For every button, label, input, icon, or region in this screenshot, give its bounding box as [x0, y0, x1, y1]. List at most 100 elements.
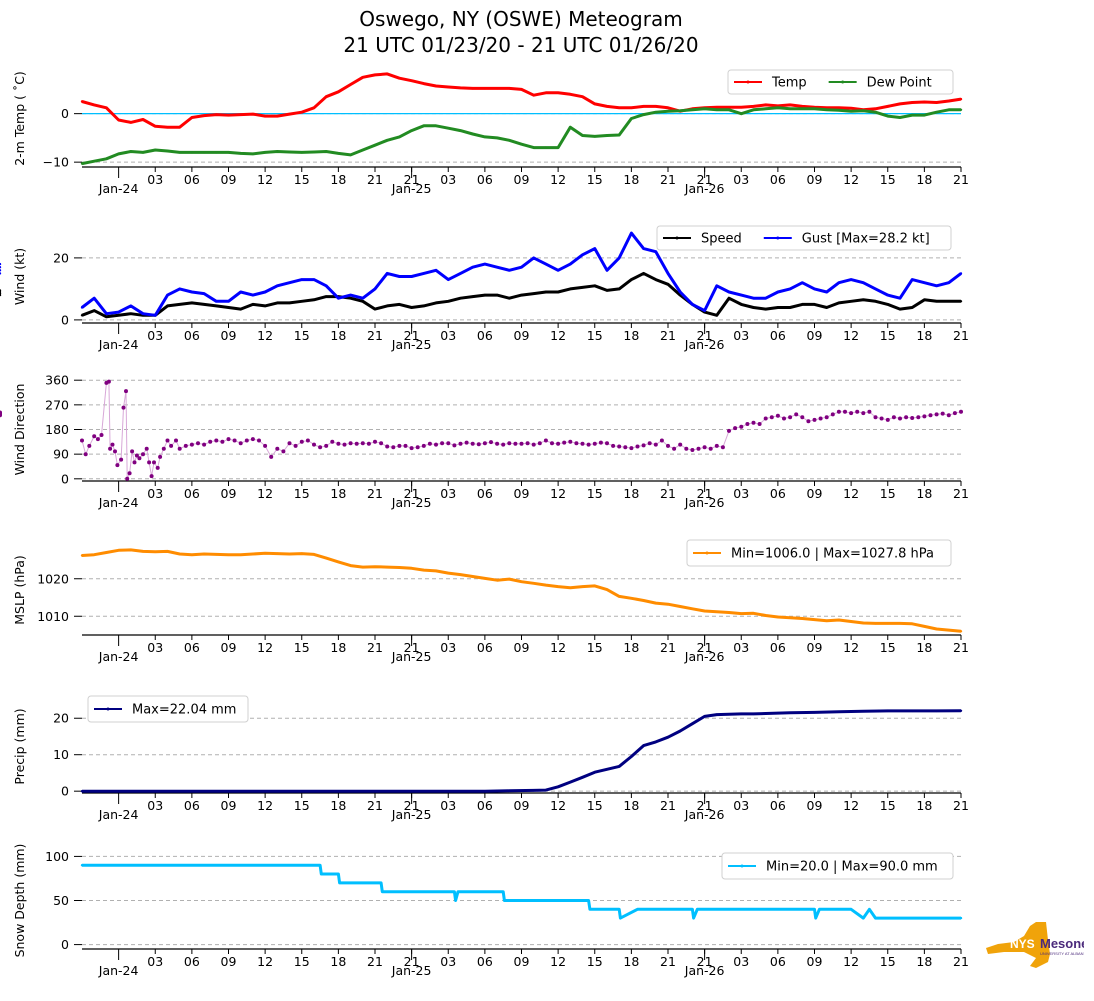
- x-tick-label: 03: [733, 798, 749, 813]
- data-point: [325, 284, 328, 287]
- y-axis-label: 2-m Temp ( ˚C): [12, 71, 27, 166]
- data-point: [471, 575, 474, 578]
- data-point: [801, 281, 804, 284]
- data-point: [544, 290, 548, 294]
- data-point: [666, 736, 670, 739]
- data-point: [129, 304, 132, 308]
- data-point: [166, 304, 169, 308]
- wind-direction-point: [92, 434, 97, 439]
- data-point: [886, 105, 889, 108]
- x-tick-label: 03: [147, 486, 163, 501]
- x-tick-label: 03: [147, 328, 163, 343]
- wind-direction-point: [641, 443, 646, 448]
- wind-direction-point: [678, 442, 683, 447]
- data-point: [788, 711, 792, 714]
- x-tick-label: 15: [880, 954, 896, 969]
- data-point: [178, 303, 181, 306]
- wind-direction-point: [733, 426, 738, 431]
- x-day-label: Jan-26: [684, 495, 725, 510]
- data-point: [947, 628, 950, 632]
- x-day-label: Jan-24: [98, 649, 139, 664]
- wind-direction-point: [861, 411, 866, 416]
- wind-direction-point: [708, 446, 713, 451]
- legend-label: Speed: [701, 232, 742, 247]
- data-point: [141, 550, 145, 553]
- data-point: [166, 126, 169, 129]
- data-point: [154, 550, 157, 553]
- data-point: [532, 292, 535, 295]
- data-point: [544, 583, 548, 587]
- data-point: [715, 610, 718, 613]
- y-tick-label: 100: [45, 849, 69, 864]
- data-point: [80, 790, 84, 793]
- data-point: [849, 300, 853, 303]
- data-point: [886, 622, 889, 625]
- data-point: [569, 287, 572, 291]
- wind-direction-point: [130, 449, 135, 454]
- x-tick-label: 03: [733, 640, 749, 655]
- wind-direction-point: [158, 454, 163, 459]
- x-tick-label: 15: [587, 486, 603, 501]
- legend-box: [656, 225, 952, 251]
- wind-direction-point: [910, 416, 915, 420]
- x-tick-label: 18: [330, 172, 346, 187]
- data-point: [373, 144, 377, 147]
- x-tick-label: 12: [843, 954, 859, 969]
- wind-direction-point: [305, 438, 310, 443]
- data-point: [325, 95, 328, 98]
- data-point: [337, 297, 340, 300]
- data-point: [556, 290, 560, 294]
- wind-direction-point: [653, 442, 658, 447]
- wind-direction-point: [330, 439, 335, 444]
- x-tick-label: 21: [660, 640, 676, 655]
- data-point: [337, 872, 340, 876]
- x-tick-label: 06: [477, 798, 493, 813]
- data-point: [715, 314, 718, 317]
- y-axis-label: MSLP (hPa): [12, 555, 27, 625]
- data-point: [935, 300, 938, 303]
- data-point: [801, 107, 804, 111]
- series-connector: [81, 380, 962, 479]
- x-tick-label: 03: [147, 954, 163, 969]
- x-day-label: Jan-26: [684, 807, 725, 822]
- data-point: [117, 310, 120, 314]
- x-tick-label: 03: [733, 328, 749, 343]
- data-point: [129, 121, 132, 124]
- data-point: [202, 292, 206, 295]
- data-point: [129, 548, 132, 552]
- x-day-label: Jan-24: [98, 181, 139, 196]
- x-tick-label: 09: [514, 798, 530, 813]
- wind-direction-point: [812, 417, 817, 422]
- x-tick-label: 03: [440, 640, 456, 655]
- x-day-label: Jan-24: [98, 963, 139, 978]
- x-tick-label: 18: [330, 954, 346, 969]
- data-point: [202, 151, 206, 154]
- x-tick-label: 06: [770, 486, 786, 501]
- wind-direction-point: [250, 437, 255, 442]
- data-point: [764, 107, 767, 111]
- wind-direction-point: [354, 441, 359, 446]
- x-tick-label: 18: [916, 172, 932, 187]
- x-tick-label: 03: [733, 954, 749, 969]
- data-point: [495, 266, 499, 269]
- wind-direction-point: [189, 442, 194, 447]
- wind-direction-point: [134, 453, 139, 458]
- data-point: [703, 908, 706, 911]
- x-tick-label: 12: [550, 954, 566, 969]
- data-point: [666, 106, 670, 110]
- x-tick-label: 06: [184, 954, 200, 969]
- x-tick-label: 15: [587, 798, 603, 813]
- data-point: [471, 132, 474, 136]
- wind-direction-point: [702, 445, 707, 450]
- data-point: [788, 616, 792, 619]
- data-point: [239, 307, 242, 311]
- x-tick-label: 03: [147, 172, 163, 187]
- x-tick-label: 21: [367, 954, 383, 969]
- data-point: [80, 864, 84, 867]
- nys-mesonet-logo: NYS Mesonet UNIVERSITY AT ALBANY: [986, 922, 1084, 968]
- data-point: [898, 307, 902, 311]
- x-day-label: Jan-25: [391, 807, 432, 822]
- wind-direction-point: [141, 452, 145, 457]
- y-tick-label: 20: [53, 250, 69, 265]
- data-point: [703, 107, 706, 111]
